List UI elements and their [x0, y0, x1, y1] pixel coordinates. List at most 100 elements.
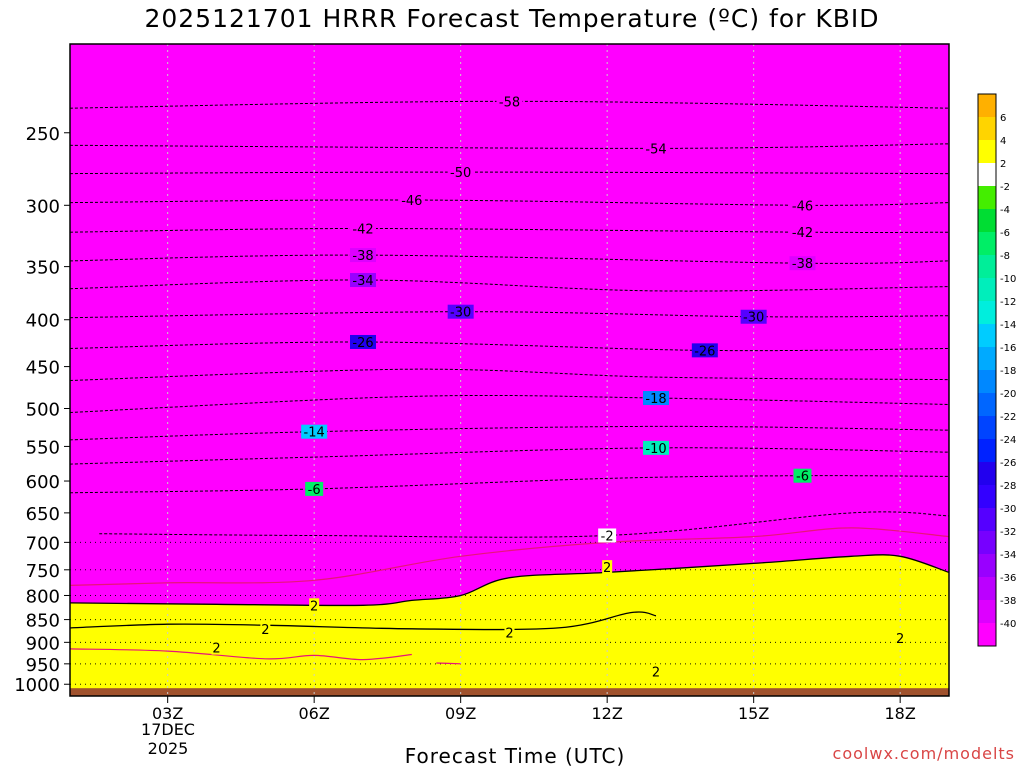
contour-label: -6 [796, 470, 809, 485]
x-tick-label-18Z: 18Z [885, 704, 916, 723]
contour-label-bg [789, 256, 816, 271]
contour-label: -10 [645, 442, 666, 457]
plot-frame [69, 43, 950, 697]
contour-label: -34 [352, 274, 373, 289]
y-tick-label-1000: 1000 [14, 675, 60, 696]
colorbar-label: 2 [1000, 159, 1006, 170]
contour-label-bg [447, 304, 474, 319]
contour-label-bg [211, 640, 222, 655]
colorbar-swatch [978, 462, 996, 485]
y-tick-label-500: 500 [26, 400, 60, 421]
contour-label-bg [350, 221, 376, 236]
colorbar-label: -8 [1000, 251, 1010, 262]
contour-label-bg [651, 664, 661, 679]
contour-label: -2 [601, 529, 614, 544]
isotherm--14 [69, 425, 950, 441]
contour-label: 2 [310, 599, 318, 614]
y-tick-label-800: 800 [26, 586, 60, 607]
colorbar-label: 6 [1000, 113, 1006, 124]
contour-label-bg [305, 481, 324, 496]
contour-label: -38 [352, 249, 373, 264]
colorbar-swatch [978, 255, 996, 278]
colorbar-swatch [978, 347, 996, 370]
source-credit: coolwx.com/modelts [832, 744, 1015, 763]
colorbar-label: -34 [1000, 550, 1016, 561]
colorbar-label: -18 [1000, 366, 1016, 377]
colorbar-label: -22 [1000, 412, 1016, 423]
y-tick-label-750: 750 [26, 561, 60, 582]
y-tick-label-300: 300 [26, 196, 60, 217]
y-tick-label-700: 700 [26, 533, 60, 554]
isotherm--34 [69, 279, 950, 292]
contour-label-bg [740, 309, 767, 324]
colorbar-swatch [978, 163, 996, 186]
colorbar-swatch [978, 393, 996, 416]
freezing-line-0 [69, 527, 950, 586]
isotherm--58 [69, 100, 950, 109]
isotherm--38 [69, 254, 950, 264]
x-tick-label-15Z: 15Z [738, 704, 769, 723]
fill-band--57 [70, 101, 949, 697]
colorbar-label: -14 [1000, 320, 1016, 331]
temperature-color-fill [70, 44, 949, 697]
x-axis: 03Z 06Z 09Z 12Z 15Z 18Z [152, 696, 916, 723]
colorbar-swatch [978, 439, 996, 462]
contour-label: -54 [645, 142, 666, 157]
contour-label: -42 [352, 222, 373, 237]
contour-label: 2 [261, 623, 269, 638]
contour-label: -38 [792, 257, 813, 272]
y-tick-label-250: 250 [26, 124, 60, 145]
freezing-line-2 [436, 662, 461, 665]
y-tick-label-950: 950 [26, 655, 60, 676]
colorbar-swatch [978, 209, 996, 232]
contour-label-bg [350, 273, 376, 288]
contour-label-bg [260, 621, 271, 636]
contour-label-bg [643, 440, 669, 455]
colorbar-label: -12 [1000, 297, 1016, 308]
contour-label: -46 [792, 199, 813, 214]
contour-label: -26 [694, 344, 715, 359]
contour-label-bg [895, 630, 906, 645]
y-tick-label-400: 400 [26, 311, 60, 332]
isotherm--6 [69, 475, 950, 494]
y-tick-label-650: 650 [26, 504, 60, 525]
colorbar-label: -36 [1000, 573, 1016, 584]
isotherm-contours [69, 100, 950, 665]
contour-label-bg [598, 528, 617, 543]
contour-label: -30 [450, 306, 471, 321]
x-tick-label-06Z: 06Z [299, 704, 330, 723]
isotherm--18 [69, 394, 950, 413]
contour-label-bg [643, 391, 669, 406]
colorbar-label: -6 [1000, 228, 1010, 239]
contour-label: -30 [743, 311, 764, 326]
isotherm-labels: -58 -54 -50 -46 -46 -42 -42 -38 -38 -34 -30 -30 -26 -… [211, 94, 906, 680]
colorbar-swatch [978, 623, 996, 646]
colorbar-swatch [978, 508, 996, 531]
contour-label-bg [496, 94, 523, 109]
colorbar-label: -38 [1000, 596, 1016, 607]
y-axis: 2503003504004505005506006507007508008509… [14, 124, 70, 696]
colorbar-label: -24 [1000, 435, 1016, 446]
isotherm--46 [69, 199, 950, 206]
contour-label: 2 [896, 632, 904, 647]
isotherm--2 [99, 511, 950, 538]
colorbar-label: -40 [1000, 619, 1016, 630]
date-label-year: 2025 [147, 739, 189, 758]
contour-label: -6 [308, 483, 321, 498]
isotherm--42 [69, 227, 950, 233]
colorbar-swatch [978, 117, 996, 140]
contour-label: -58 [499, 95, 520, 110]
colorbar-label: -20 [1000, 389, 1016, 400]
x-tick-label-03Z: 03Z [152, 704, 183, 723]
x-tick-label-09Z: 09Z [445, 704, 476, 723]
contour-label: -42 [792, 226, 813, 241]
y-tick-label-900: 900 [26, 633, 60, 654]
contour-label-bg [350, 334, 376, 349]
contour-label-bg [789, 198, 816, 213]
chart-title: 2025121701 HRRR Forecast Temperature (ºC… [144, 4, 880, 33]
x-axis-title: Forecast Time (UTC) [404, 744, 626, 768]
colorbar-swatch [978, 600, 996, 623]
colorbar-swatch [978, 186, 996, 209]
colorbar-swatch [978, 94, 996, 117]
